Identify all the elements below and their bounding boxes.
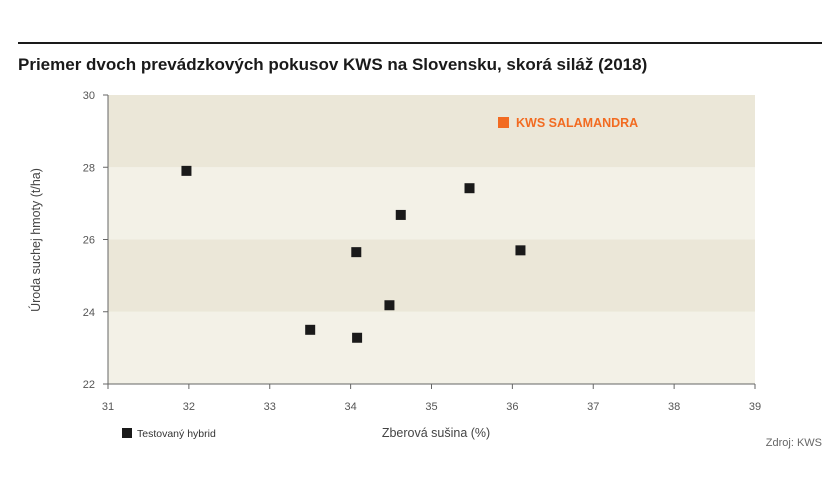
legend-label: Testovaný hybrid [137, 428, 216, 440]
x-tick-label: 37 [587, 401, 599, 413]
y-tick-label: 30 [83, 90, 95, 102]
y-tick-label: 22 [83, 379, 95, 391]
axes [103, 94, 756, 389]
x-tick-label: 36 [506, 401, 518, 413]
y-axis-label: Úroda suchej hmoty (t/ha) [28, 168, 43, 312]
y-tick-label: 24 [83, 307, 95, 319]
x-tick-label: 38 [668, 401, 680, 413]
x-tick-label: 35 [425, 401, 437, 413]
plot-band [108, 311, 755, 384]
data-points [181, 165, 526, 343]
data-point [464, 183, 475, 194]
source-note: Zdroj: KWS [766, 437, 822, 449]
data-point [351, 247, 362, 258]
highlight-label: KWS SALAMANDRA [516, 116, 638, 130]
plot-band [108, 95, 755, 168]
data-point [352, 332, 363, 343]
tick-labels: 31 32 33 34 35 36 37 38 39 22 24 26 28 30 [83, 90, 761, 413]
x-tick-label: 33 [264, 401, 276, 413]
data-point [395, 209, 406, 220]
x-axis-label: Zberová sušina (%) [382, 426, 490, 440]
x-tick-label: 32 [183, 401, 195, 413]
data-point [305, 324, 316, 335]
x-tick-label: 39 [749, 401, 761, 413]
x-tick-label: 31 [102, 401, 114, 413]
top-rule [18, 42, 822, 44]
data-point [384, 300, 395, 311]
data-point [515, 245, 526, 256]
y-tick-label: 28 [83, 162, 95, 174]
x-tick-label: 34 [345, 401, 357, 413]
chart-title: Priemer dvoch prevádzkových pokusov KWS … [18, 55, 648, 74]
plot-band [108, 167, 755, 240]
legend-marker [122, 428, 132, 438]
data-point [181, 165, 192, 176]
highlight-marker [498, 117, 509, 128]
background-bands [108, 95, 755, 384]
y-tick-label: 26 [83, 235, 95, 247]
plot-band [108, 239, 755, 312]
